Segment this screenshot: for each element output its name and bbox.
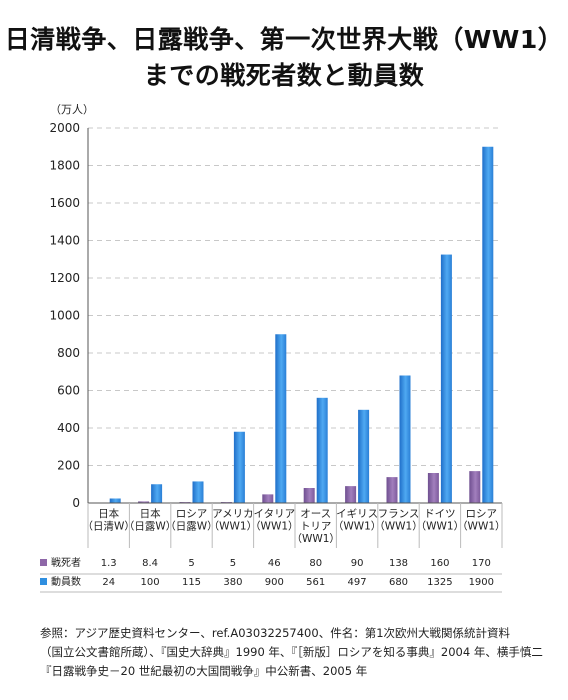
bar-deaths xyxy=(345,486,357,503)
category-label: アメリカ xyxy=(212,508,253,520)
category-label: （WW1） xyxy=(333,521,381,533)
bar-mobilized xyxy=(399,375,411,503)
y-axis-unit: （万人） xyxy=(50,103,94,116)
y-tick-label: 0 xyxy=(72,496,80,510)
table-cell-value: 8.4 xyxy=(142,558,158,569)
source-line: 参照：アジア歴史資料センター、ref.A03032257400、件名：第1次欧州… xyxy=(40,626,511,640)
category-label: イタリア xyxy=(254,508,296,520)
category-label: （日清W） xyxy=(83,520,135,533)
table-cell-value: 1325 xyxy=(427,577,452,588)
table-cell-value: 170 xyxy=(472,558,491,569)
table-cell-value: 497 xyxy=(348,577,367,588)
bar-deaths xyxy=(138,501,150,503)
bar-mobilized xyxy=(275,334,287,503)
table-cell-value: 680 xyxy=(389,577,408,588)
category-label: イギリス xyxy=(336,508,378,520)
bar-mobilized xyxy=(192,481,204,503)
source-line: （国立公文書館所蔵）、『国史大辞典』1990 年、『［新版］ロシアを知る事典』2… xyxy=(40,645,543,659)
category-label: （日露W） xyxy=(124,521,176,533)
bar-deaths xyxy=(262,494,274,503)
category-label: （WW1） xyxy=(416,521,464,533)
chart-title-line1: 日清戦争、日露戦争、第一次世界大戦（WW1） xyxy=(4,25,564,54)
category-label: ロシア xyxy=(466,508,498,520)
category-label: （WW1） xyxy=(291,533,339,545)
y-tick-label: 800 xyxy=(57,346,80,360)
table-cell-value: 46 xyxy=(268,558,281,569)
category-label: （WW1） xyxy=(374,521,422,533)
y-tick-label: 1800 xyxy=(49,159,80,173)
bar-mobilized xyxy=(151,484,163,503)
y-tick-label: 1200 xyxy=(49,271,80,285)
table-cell-value: 160 xyxy=(430,558,449,569)
category-label: （WW1） xyxy=(250,521,298,533)
bar-mobilized xyxy=(109,498,121,503)
table-cell-value: 24 xyxy=(102,577,115,588)
legend-label: 戦死者 xyxy=(51,556,81,569)
category-label: ロシア xyxy=(176,508,208,520)
category-label: （WW1） xyxy=(209,521,257,533)
y-tick-label: 1600 xyxy=(49,196,80,210)
category-label: 日本 xyxy=(140,507,161,520)
bar-mobilized xyxy=(482,146,494,503)
y-tick-label: 1000 xyxy=(49,309,80,323)
bar-deaths xyxy=(303,488,315,503)
y-tick-label: 400 xyxy=(57,421,80,435)
legend-key-mobilized xyxy=(40,578,47,585)
category-label: トリア xyxy=(300,521,332,533)
legend-label: 動員数 xyxy=(51,575,81,588)
table-cell-value: 138 xyxy=(389,558,408,569)
bar-mobilized xyxy=(233,431,245,503)
y-tick-label: 600 xyxy=(57,384,80,398)
category-label: 日本 xyxy=(98,507,119,520)
table-cell-value: 100 xyxy=(141,577,160,588)
source-note: 参照：アジア歴史資料センター、ref.A03032257400、件名：第1次欧州… xyxy=(40,624,560,681)
table-cell-value: 115 xyxy=(182,577,201,588)
table-cell-value: 900 xyxy=(265,577,284,588)
table-cell-value: 5 xyxy=(188,558,194,569)
category-label: オース xyxy=(300,508,331,520)
category-label: （WW1） xyxy=(457,521,505,533)
table-cell-value: 561 xyxy=(306,577,325,588)
bar-mobilized xyxy=(358,409,370,503)
source-line: 『日露戦争史－20 世紀最初の大国間戦争』中公新書、2005 年 xyxy=(40,664,368,678)
table-cell-value: 80 xyxy=(309,558,322,569)
legend-key-deaths xyxy=(40,559,47,566)
table-cell-value: 1.3 xyxy=(101,558,117,569)
bar-mobilized xyxy=(316,397,328,503)
table-cell-value: 380 xyxy=(223,577,242,588)
bar-deaths xyxy=(386,477,398,503)
category-label: （日露W） xyxy=(165,521,217,533)
category-label: フランス xyxy=(378,508,420,520)
bar-deaths xyxy=(427,473,439,503)
bar-deaths xyxy=(469,471,481,503)
chart-title-line2: までの戦死者数と動員数 xyxy=(143,61,425,90)
y-tick-label: 1400 xyxy=(49,234,80,248)
category-label: ドイツ xyxy=(424,508,456,520)
y-tick-label: 2000 xyxy=(49,121,80,135)
table-cell-value: 90 xyxy=(351,558,364,569)
table-cell-value: 1900 xyxy=(469,577,494,588)
y-tick-label: 200 xyxy=(57,459,80,473)
bar-mobilized xyxy=(440,254,452,503)
table-cell-value: 5 xyxy=(230,558,236,569)
